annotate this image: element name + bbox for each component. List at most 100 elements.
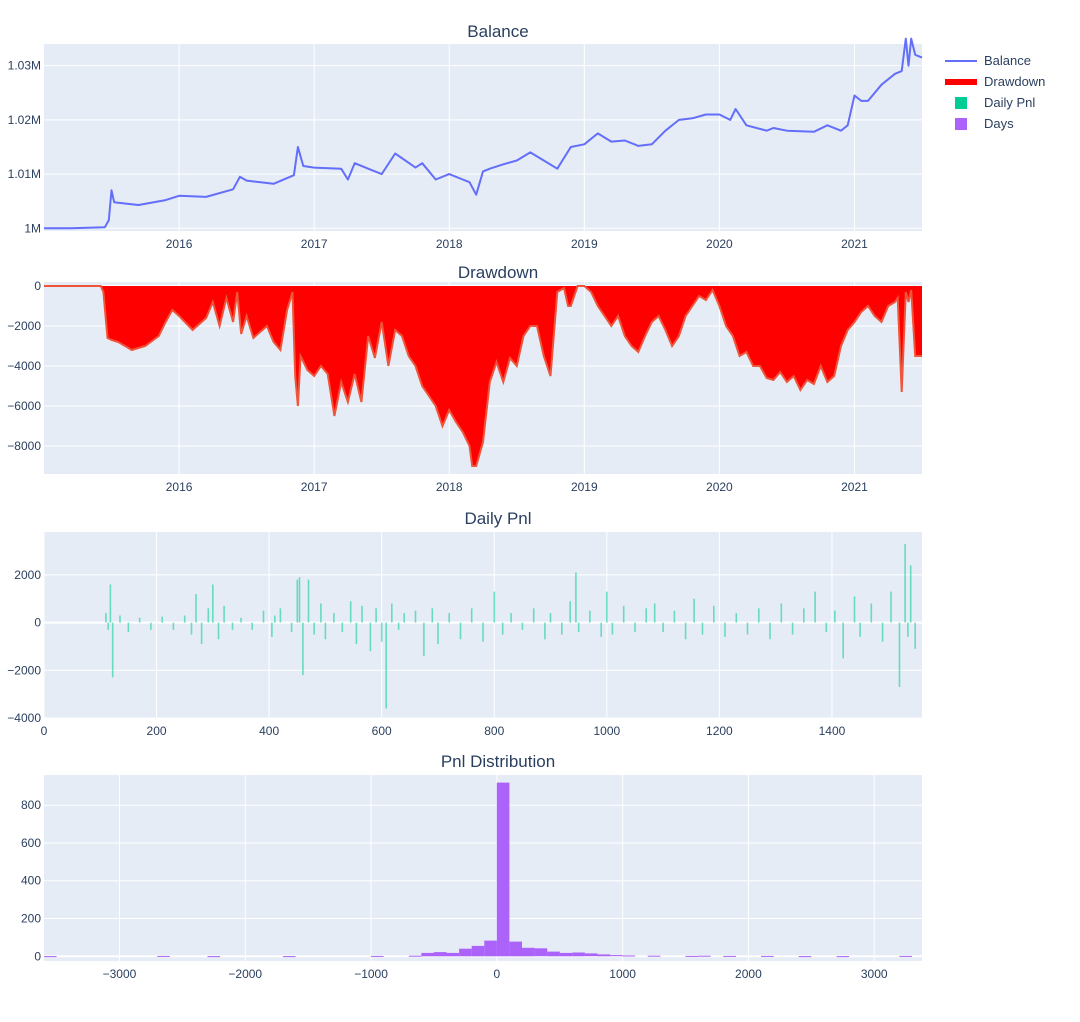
- histogram-bar[interactable]: [584, 953, 598, 957]
- daily-pnl-bar[interactable]: [890, 591, 892, 623]
- daily-pnl-bar[interactable]: [262, 610, 265, 623]
- histogram-bar[interactable]: [647, 955, 661, 957]
- daily-pnl-bar[interactable]: [569, 601, 571, 623]
- daily-pnl-bar[interactable]: [589, 610, 591, 623]
- daily-pnl-bar[interactable]: [423, 622, 425, 656]
- daily-pnl-bar[interactable]: [448, 613, 450, 623]
- daily-pnl-bar[interactable]: [907, 622, 909, 637]
- daily-pnl-bar[interactable]: [870, 603, 873, 623]
- pnl_distribution-chart[interactable]: −3000 −2000 −1000 0 1000 2000 3000 0 200 400 600 80…: [21, 752, 922, 981]
- legend[interactable]: Balance Drawdown Daily Pnl Days: [945, 53, 1045, 131]
- daily-pnl-bar[interactable]: [341, 622, 344, 633]
- daily-pnl-bar[interactable]: [391, 603, 393, 623]
- daily-pnl-bar[interactable]: [403, 613, 405, 623]
- daily-pnl-bar[interactable]: [769, 622, 771, 640]
- daily-pnl-bar[interactable]: [302, 622, 304, 676]
- daily-pnl-bar[interactable]: [825, 622, 828, 633]
- histogram-bar[interactable]: [899, 955, 912, 957]
- daily-pnl-bar[interactable]: [212, 584, 214, 623]
- histogram-bar[interactable]: [207, 956, 221, 958]
- daily-pnl-bar[interactable]: [361, 605, 363, 623]
- daily-pnl-bar[interactable]: [561, 622, 563, 635]
- daily-pnl-bar[interactable]: [385, 622, 387, 709]
- histogram-bar[interactable]: [522, 947, 535, 957]
- drawdown-chart[interactable]: 2016 2017 2018 2019 2020 2021 0 −2000 −4000 −6000…: [7, 263, 922, 494]
- drawdown-area[interactable]: [44, 286, 922, 466]
- histogram-bar[interactable]: [446, 952, 460, 957]
- daily-pnl-bar[interactable]: [298, 577, 301, 623]
- histogram-bar[interactable]: [534, 948, 548, 957]
- daily-pnl-bar[interactable]: [279, 608, 282, 623]
- daily-pnl-bar[interactable]: [240, 617, 242, 623]
- daily-pnl-bar[interactable]: [190, 622, 193, 635]
- daily-pnl-bar[interactable]: [172, 622, 175, 630]
- daily-pnl-bar[interactable]: [501, 622, 504, 635]
- histogram-bar[interactable]: [685, 955, 699, 957]
- daily-pnl-bar[interactable]: [814, 591, 816, 623]
- daily-pnl-bar[interactable]: [606, 591, 608, 623]
- daily-pnl-bar[interactable]: [904, 543, 906, 623]
- daily-pnl-bar[interactable]: [290, 622, 293, 633]
- histogram-bar[interactable]: [572, 952, 585, 957]
- daily-pnl-bar[interactable]: [200, 622, 203, 645]
- daily-pnl-bar[interactable]: [207, 608, 210, 623]
- daily-pnl-bar[interactable]: [834, 610, 836, 623]
- histogram-bar[interactable]: [559, 952, 573, 957]
- legend-item-drawdown[interactable]: Drawdown: [945, 74, 1045, 89]
- daily-pnl-bar[interactable]: [673, 610, 676, 623]
- histogram-bar[interactable]: [44, 956, 57, 958]
- legend-item-daily-pnl[interactable]: Daily Pnl: [955, 95, 1035, 110]
- daily-pnl-bar[interactable]: [195, 594, 197, 623]
- daily-pnl-bar[interactable]: [183, 615, 186, 623]
- pnl_distribution-plot-area[interactable]: [44, 775, 922, 961]
- histogram-bar[interactable]: [157, 955, 170, 957]
- daily-pnl-bar[interactable]: [544, 622, 546, 640]
- daily-pnl-bar[interactable]: [693, 598, 695, 623]
- daily-pnl-bar[interactable]: [881, 622, 884, 642]
- daily-pnl-bar[interactable]: [724, 622, 726, 637]
- balance-series-line[interactable]: [44, 37, 923, 230]
- daily-pnl-bar[interactable]: [307, 579, 310, 623]
- histogram-bar[interactable]: [459, 948, 472, 957]
- daily-pnl-bar[interactable]: [375, 608, 377, 623]
- daily-pnl-bar[interactable]: [859, 622, 861, 637]
- daily-pnl-bar[interactable]: [758, 608, 760, 623]
- daily-pnl-bar[interactable]: [549, 613, 552, 623]
- histogram-bar[interactable]: [484, 940, 497, 957]
- histogram-bar[interactable]: [798, 956, 812, 958]
- legend-item-balance[interactable]: Balance: [945, 53, 1031, 68]
- histogram-bar[interactable]: [371, 955, 384, 957]
- daily-pnl-bar[interactable]: [109, 584, 112, 623]
- daily-pnl-bar[interactable]: [521, 622, 524, 630]
- daily-pnl-bar[interactable]: [459, 622, 462, 640]
- daily-pnl-bar[interactable]: [532, 608, 535, 623]
- daily-pnl-bar[interactable]: [645, 608, 647, 623]
- histogram-bar[interactable]: [723, 955, 736, 957]
- daily_pnl-chart[interactable]: 0 200 400 600 800 1000 1200 1400 2000 0 −2000 −4000…: [7, 509, 922, 738]
- daily-pnl-bar[interactable]: [127, 622, 130, 633]
- daily-pnl-bar[interactable]: [369, 622, 372, 652]
- daily-pnl-bar[interactable]: [684, 622, 687, 640]
- balance-plot-area[interactable]: [44, 44, 922, 231]
- daily-pnl-bar[interactable]: [746, 622, 749, 635]
- daily-pnl-bar[interactable]: [909, 565, 912, 623]
- daily-pnl-bar[interactable]: [575, 572, 577, 623]
- daily-pnl-bar[interactable]: [611, 622, 614, 635]
- daily-pnl-bar[interactable]: [138, 617, 141, 623]
- daily-pnl-bar[interactable]: [105, 613, 107, 623]
- daily-pnl-bar[interactable]: [333, 613, 335, 623]
- histogram-bar[interactable]: [283, 956, 296, 958]
- histogram-bar[interactable]: [761, 955, 774, 957]
- daily-pnl-bar[interactable]: [470, 608, 473, 623]
- daily-pnl-bar[interactable]: [251, 622, 253, 630]
- daily-pnl-bar[interactable]: [600, 622, 602, 637]
- histogram-bar[interactable]: [471, 945, 485, 957]
- daily-pnl-bar[interactable]: [701, 622, 704, 635]
- daily-pnl-bar[interactable]: [111, 622, 114, 678]
- histogram-bar[interactable]: [421, 952, 434, 957]
- histogram-bar[interactable]: [698, 955, 711, 957]
- histogram-bar[interactable]: [597, 954, 611, 957]
- daily-pnl-bar[interactable]: [662, 622, 664, 633]
- daily-pnl-bar[interactable]: [653, 603, 656, 623]
- daily-pnl-bar[interactable]: [414, 610, 417, 623]
